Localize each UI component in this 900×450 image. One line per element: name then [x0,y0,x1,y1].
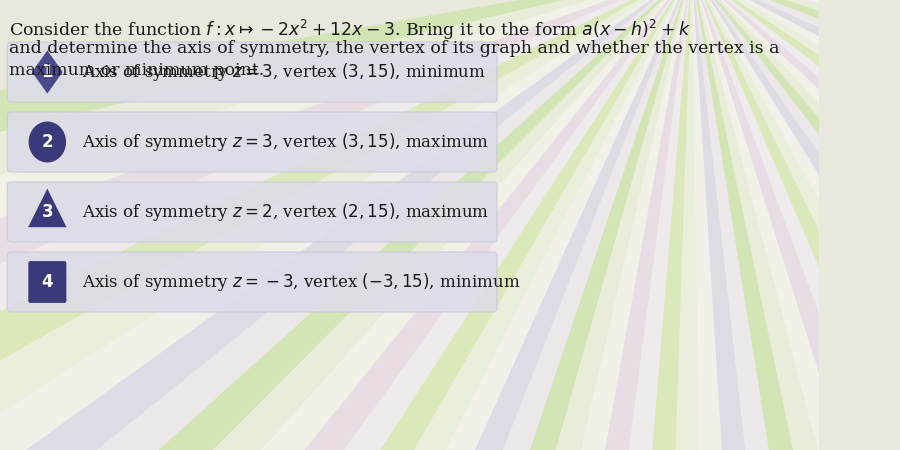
Polygon shape [8,0,692,450]
Polygon shape [66,0,692,450]
Polygon shape [577,0,692,450]
Polygon shape [0,0,692,450]
Polygon shape [444,0,692,450]
Polygon shape [692,0,900,363]
Polygon shape [692,0,900,450]
FancyBboxPatch shape [28,261,67,303]
Polygon shape [0,0,692,450]
Polygon shape [0,0,692,450]
Polygon shape [692,0,900,450]
Text: Consider the function $f : x \mapsto -2x^2 + 12x - 3$. Bring it to the form $a(x: Consider the function $f : x \mapsto -2x… [9,18,691,42]
Polygon shape [692,0,900,291]
Polygon shape [692,0,900,450]
Polygon shape [0,0,692,450]
Polygon shape [692,0,900,145]
Polygon shape [0,0,692,450]
Polygon shape [0,0,692,450]
Polygon shape [249,0,692,450]
Polygon shape [692,0,900,450]
Polygon shape [692,0,847,450]
Polygon shape [0,0,692,450]
FancyBboxPatch shape [0,0,819,450]
Polygon shape [692,0,900,433]
Polygon shape [0,0,692,450]
Polygon shape [692,0,900,450]
Polygon shape [0,0,692,405]
Circle shape [30,122,66,162]
Polygon shape [0,0,692,450]
Text: maximum or minimum point.: maximum or minimum point. [9,62,265,79]
Polygon shape [692,0,900,218]
Polygon shape [692,0,900,71]
Polygon shape [692,0,900,450]
Polygon shape [692,0,900,450]
Polygon shape [0,0,692,450]
Polygon shape [32,50,63,94]
Text: Axis of symmetry $z = 3$, vertex $(3, 15)$, maximum: Axis of symmetry $z = 3$, vertex $(3, 15… [82,131,490,153]
FancyBboxPatch shape [7,252,497,312]
Polygon shape [692,0,779,450]
Text: Axis of symmetry $z = -3$, vertex $(-3, 15)$, minimum: Axis of symmetry $z = -3$, vertex $(-3, … [82,271,520,293]
Polygon shape [510,0,692,450]
Polygon shape [692,0,900,450]
Polygon shape [186,0,692,450]
Text: 2: 2 [41,133,53,151]
Polygon shape [692,0,900,450]
Polygon shape [692,0,900,450]
Polygon shape [692,0,900,450]
Polygon shape [313,0,692,450]
FancyBboxPatch shape [7,112,497,172]
Text: Axis of symmetry $z = 3$, vertex $(3, 15)$, minimum: Axis of symmetry $z = 3$, vertex $(3, 15… [82,61,486,83]
Polygon shape [644,0,712,450]
Polygon shape [692,0,900,450]
Polygon shape [692,0,900,450]
Polygon shape [692,0,900,450]
Polygon shape [125,0,692,450]
Polygon shape [692,0,900,450]
Text: and determine the axis of symmetry, the vertex of its graph and whether the vert: and determine the axis of symmetry, the … [9,40,779,57]
Polygon shape [0,0,692,262]
Polygon shape [378,0,692,450]
FancyBboxPatch shape [7,182,497,242]
Polygon shape [692,0,900,450]
Polygon shape [0,0,692,450]
Polygon shape [0,0,692,334]
Polygon shape [0,0,692,450]
Text: Axis of symmetry $z = 2$, vertex $(2, 15)$, maximum: Axis of symmetry $z = 2$, vertex $(2, 15… [82,201,490,223]
Polygon shape [692,0,900,450]
Polygon shape [692,0,900,450]
Text: 1: 1 [41,63,53,81]
Polygon shape [692,0,900,450]
Polygon shape [0,0,692,450]
Polygon shape [692,0,900,450]
FancyBboxPatch shape [7,42,497,102]
Text: 4: 4 [41,273,53,291]
Text: 3: 3 [41,203,53,221]
Polygon shape [692,0,900,450]
Polygon shape [28,189,67,227]
